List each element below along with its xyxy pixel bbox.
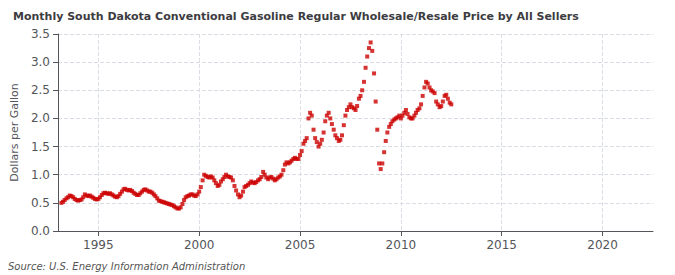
svg-text:2010: 2010: [386, 238, 417, 252]
svg-text:Source: U.S. Energy Informatio: Source: U.S. Energy Information Administ…: [8, 261, 245, 272]
svg-text:1.5: 1.5: [31, 140, 50, 154]
svg-text:2020: 2020: [587, 238, 618, 252]
svg-text:2.0: 2.0: [31, 111, 50, 125]
svg-text:Dollars per Gallon: Dollars per Gallon: [8, 83, 21, 182]
svg-text:3.0: 3.0: [31, 55, 50, 69]
svg-text:0.5: 0.5: [31, 196, 50, 210]
svg-text:1995: 1995: [83, 238, 114, 252]
svg-text:2005: 2005: [285, 238, 316, 252]
svg-text:2015: 2015: [486, 238, 517, 252]
svg-text:1.0: 1.0: [31, 168, 50, 182]
svg-text:2000: 2000: [184, 238, 215, 252]
svg-text:2.5: 2.5: [31, 83, 50, 97]
svg-text:0.0: 0.0: [31, 224, 50, 238]
svg-text:Monthly South Dakota Conventio: Monthly South Dakota Conventional Gasoli…: [13, 10, 579, 23]
svg-text:3.5: 3.5: [31, 27, 50, 41]
